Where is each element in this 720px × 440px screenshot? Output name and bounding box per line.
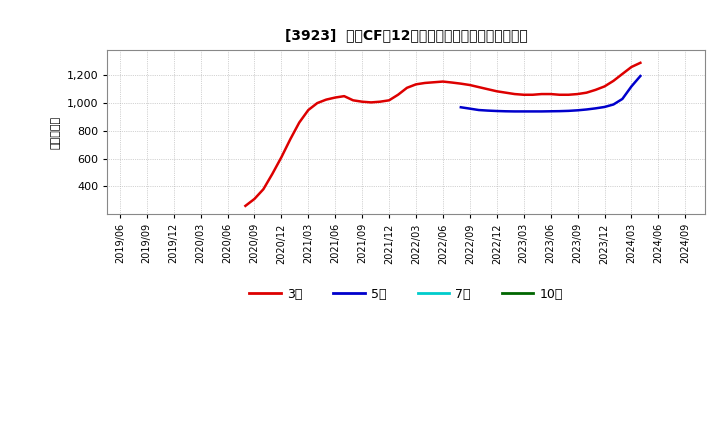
3年 [394, 92, 402, 97]
Line: 3年: 3年 [246, 63, 640, 206]
5年 [528, 109, 537, 114]
3年 [609, 78, 618, 84]
5年 [591, 106, 600, 111]
3年 [438, 79, 447, 84]
3年 [573, 92, 582, 97]
5年 [519, 109, 528, 114]
5年 [636, 73, 644, 79]
5年 [546, 109, 555, 114]
3年 [402, 85, 411, 91]
3年 [546, 92, 555, 97]
3年 [519, 92, 528, 97]
3年 [582, 90, 591, 95]
5年 [555, 109, 564, 114]
3年 [268, 171, 276, 176]
Legend: 3年, 5年, 7年, 10年: 3年, 5年, 7年, 10年 [244, 283, 568, 306]
5年 [609, 102, 618, 107]
3年 [358, 99, 366, 104]
3年 [537, 92, 546, 97]
3年 [295, 120, 304, 125]
3年 [618, 71, 626, 77]
5年 [501, 109, 510, 114]
3年 [492, 88, 501, 94]
5年 [618, 96, 626, 102]
3年 [483, 87, 492, 92]
3年 [448, 80, 456, 85]
5年 [492, 108, 501, 114]
3年 [340, 94, 348, 99]
3年 [528, 92, 537, 97]
3年 [474, 84, 483, 90]
3年 [348, 98, 357, 103]
5年 [573, 108, 582, 113]
5年 [456, 105, 465, 110]
3年 [304, 107, 312, 113]
Y-axis label: （百万円）: （百万円） [51, 116, 61, 149]
3年 [313, 100, 322, 106]
3年 [286, 136, 294, 142]
3年 [564, 92, 573, 97]
3年 [456, 81, 465, 86]
3年 [250, 196, 258, 202]
3年 [384, 98, 393, 103]
3年 [501, 90, 510, 95]
5年 [564, 108, 573, 114]
3年 [510, 92, 519, 97]
3年 [466, 82, 474, 88]
3年 [331, 95, 340, 100]
3年 [259, 187, 268, 192]
3年 [627, 64, 636, 70]
5年 [483, 108, 492, 113]
3年 [600, 84, 609, 89]
3年 [277, 154, 286, 160]
3年 [322, 97, 330, 102]
3年 [412, 82, 420, 87]
3年 [555, 92, 564, 97]
Line: 5年: 5年 [461, 76, 640, 111]
3年 [376, 99, 384, 104]
5年 [582, 107, 591, 112]
5年 [600, 104, 609, 110]
3年 [420, 81, 429, 86]
5年 [627, 84, 636, 89]
5年 [474, 107, 483, 113]
3年 [366, 100, 375, 105]
3年 [591, 87, 600, 92]
3年 [430, 80, 438, 85]
3年 [241, 203, 250, 209]
5年 [537, 109, 546, 114]
5年 [466, 106, 474, 111]
Title: [3923]  営業CFの12か月移動合計の標準偏差の推移: [3923] 営業CFの12か月移動合計の標準偏差の推移 [284, 28, 528, 42]
5年 [510, 109, 519, 114]
3年 [636, 60, 644, 66]
